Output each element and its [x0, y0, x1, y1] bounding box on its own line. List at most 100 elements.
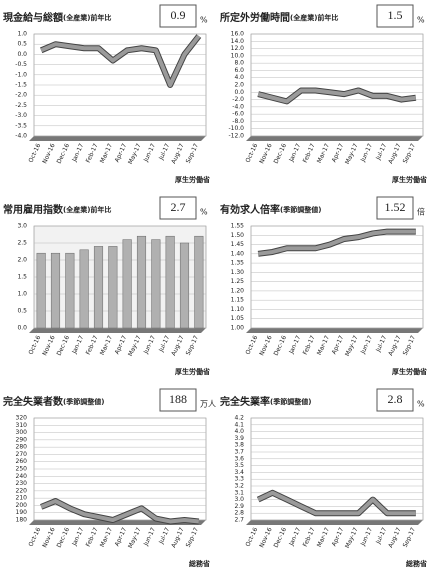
- x-tick-label: Aug-17: [387, 142, 403, 165]
- panel-title: 完全失業率(季節調整値): [220, 395, 311, 408]
- x-tick-label: Jan-17: [288, 334, 303, 355]
- value-box: [376, 4, 414, 28]
- y-tick-label: 0.5: [17, 41, 27, 48]
- line-face: [40, 34, 201, 87]
- value-box: [159, 388, 197, 412]
- x-tick-label: Jan-17: [288, 142, 303, 163]
- x-tick-label: Oct-16: [244, 142, 259, 163]
- panel: 完全失業率(季節調整値) 2.8 %2.72.82.93.03.13.23.33.4…: [220, 388, 427, 568]
- source: 総務省: [189, 559, 210, 568]
- plot-floor: [246, 328, 423, 333]
- y-tick-label: 1.5: [17, 274, 27, 281]
- y-tick-label: 2.8: [234, 510, 244, 517]
- x-tick-label: Oct-16: [244, 334, 259, 355]
- x-tick-label: Apr-17: [331, 526, 346, 547]
- unit: %: [200, 16, 208, 25]
- x-tick-label: Oct-16: [27, 526, 42, 547]
- x-tick-label: Sep-17: [185, 142, 200, 164]
- x-tick-label: Mar-17: [99, 526, 114, 548]
- x-tick-label: Oct-16: [244, 526, 259, 547]
- x-tick-label: Nov-16: [258, 526, 273, 548]
- y-tick-label: 310: [16, 422, 28, 429]
- unit: 万人: [200, 400, 216, 409]
- y-tick-label: 12.0: [231, 45, 245, 52]
- x-tick-label: Oct-16: [27, 334, 42, 355]
- y-tick-label: 0.0: [17, 325, 27, 332]
- x-tick-label: Mar-17: [316, 334, 331, 356]
- x-tick-label: Oct-16: [27, 142, 42, 163]
- y-tick-label: 4.0: [234, 74, 244, 81]
- title-main: 有効求人倍率: [220, 203, 280, 216]
- y-tick-label: 320: [16, 415, 28, 422]
- x-tick-label: May-17: [344, 142, 360, 165]
- y-tick-label: -6.0: [232, 111, 244, 118]
- title-note: (季節調整値): [280, 205, 321, 214]
- plot-back: [250, 417, 424, 521]
- value-box: [376, 196, 414, 220]
- y-tick-label: 1.25: [231, 278, 245, 285]
- panel-title: 常用雇用指数(全産業)前年比: [3, 203, 111, 216]
- x-tick-label: Feb-17: [302, 142, 317, 164]
- x-tick-label: Feb-17: [85, 526, 100, 548]
- x-tick-label: Apr-17: [114, 526, 129, 547]
- bar: [50, 252, 61, 329]
- x-tick-label: Nov-16: [258, 142, 273, 164]
- y-tick-label: 1.0: [17, 31, 27, 38]
- x-tick-label: Dec-16: [56, 334, 71, 357]
- value-box: [159, 4, 197, 28]
- y-tick-label: 180: [16, 517, 28, 524]
- unit: %: [417, 400, 425, 409]
- y-tick-label: 3.4: [234, 469, 244, 476]
- line-face: [40, 499, 200, 524]
- unit: 倍: [417, 207, 425, 217]
- x-tick-label: Mar-17: [316, 526, 331, 548]
- x-tick-label: Jan-17: [71, 142, 86, 163]
- x-tick-label: Jul-17: [374, 526, 388, 545]
- y-tick-label: 1.15: [231, 297, 245, 304]
- value-box-text: 2.7: [171, 200, 186, 214]
- y-tick-label: 240: [16, 473, 28, 480]
- y-tick-label: 2.9: [234, 503, 244, 510]
- y-tick-label: 2.0: [17, 257, 27, 264]
- y-tick-label: 3.9: [234, 435, 244, 442]
- y-tick-label: 10.0: [231, 52, 245, 59]
- y-tick-label: 2.0: [234, 82, 244, 89]
- x-tick-label: Aug-17: [170, 334, 186, 357]
- x-tick-label: Apr-17: [114, 334, 129, 355]
- x-tick-label: Nov-16: [41, 142, 56, 164]
- panel: 常用雇用指数(全産業)前年比 2.7 % 0.0 0.5 1.0 1.5 2.0 2.5 3.0 O…: [3, 196, 210, 376]
- x-tick-label: May-17: [127, 334, 143, 357]
- bar: [136, 235, 147, 329]
- x-tick-label: Mar-17: [316, 142, 331, 164]
- panel-title: 現金給与総額(全産業)前年比: [3, 11, 111, 24]
- title-note: (全産業)前年比: [290, 13, 338, 22]
- x-tick-label: Aug-17: [387, 334, 403, 357]
- x-tick-label: Dec-16: [273, 526, 288, 549]
- y-tick-label: 2.7: [234, 517, 244, 524]
- x-tick-label: Aug-17: [170, 142, 186, 165]
- x-tick-label: Jun-17: [142, 526, 157, 547]
- value-box-text: 188: [169, 392, 187, 406]
- y-tick-label: 250: [16, 466, 28, 473]
- x-tick-label: Jan-17: [71, 526, 86, 547]
- y-tick-label: 190: [16, 509, 28, 516]
- y-tick-label: 260: [16, 458, 28, 465]
- x-tick-label: Nov-16: [41, 526, 56, 548]
- y-tick-label: 280: [16, 444, 28, 451]
- y-tick-label: -1.0: [15, 71, 27, 78]
- y-tick-label: 4.1: [234, 421, 244, 428]
- bar: [36, 252, 46, 329]
- title-main: 現金給与総額: [3, 11, 63, 24]
- y-tick-label: 1.50: [231, 232, 245, 239]
- y-tick-label: -3.5: [15, 122, 27, 129]
- x-tick-label: Jul-17: [157, 142, 171, 161]
- y-tick-label: -2.0: [232, 96, 244, 103]
- y-tick-label: 4.2: [234, 415, 244, 422]
- bar: [165, 235, 175, 329]
- x-tick-label: Sep-17: [402, 334, 417, 356]
- x-tick-label: Apr-17: [331, 142, 346, 163]
- bar: [179, 242, 190, 329]
- y-tick-label: 1.35: [231, 260, 245, 267]
- x-tick-label: Apr-17: [114, 142, 129, 163]
- y-tick-label: -1.5: [15, 82, 27, 89]
